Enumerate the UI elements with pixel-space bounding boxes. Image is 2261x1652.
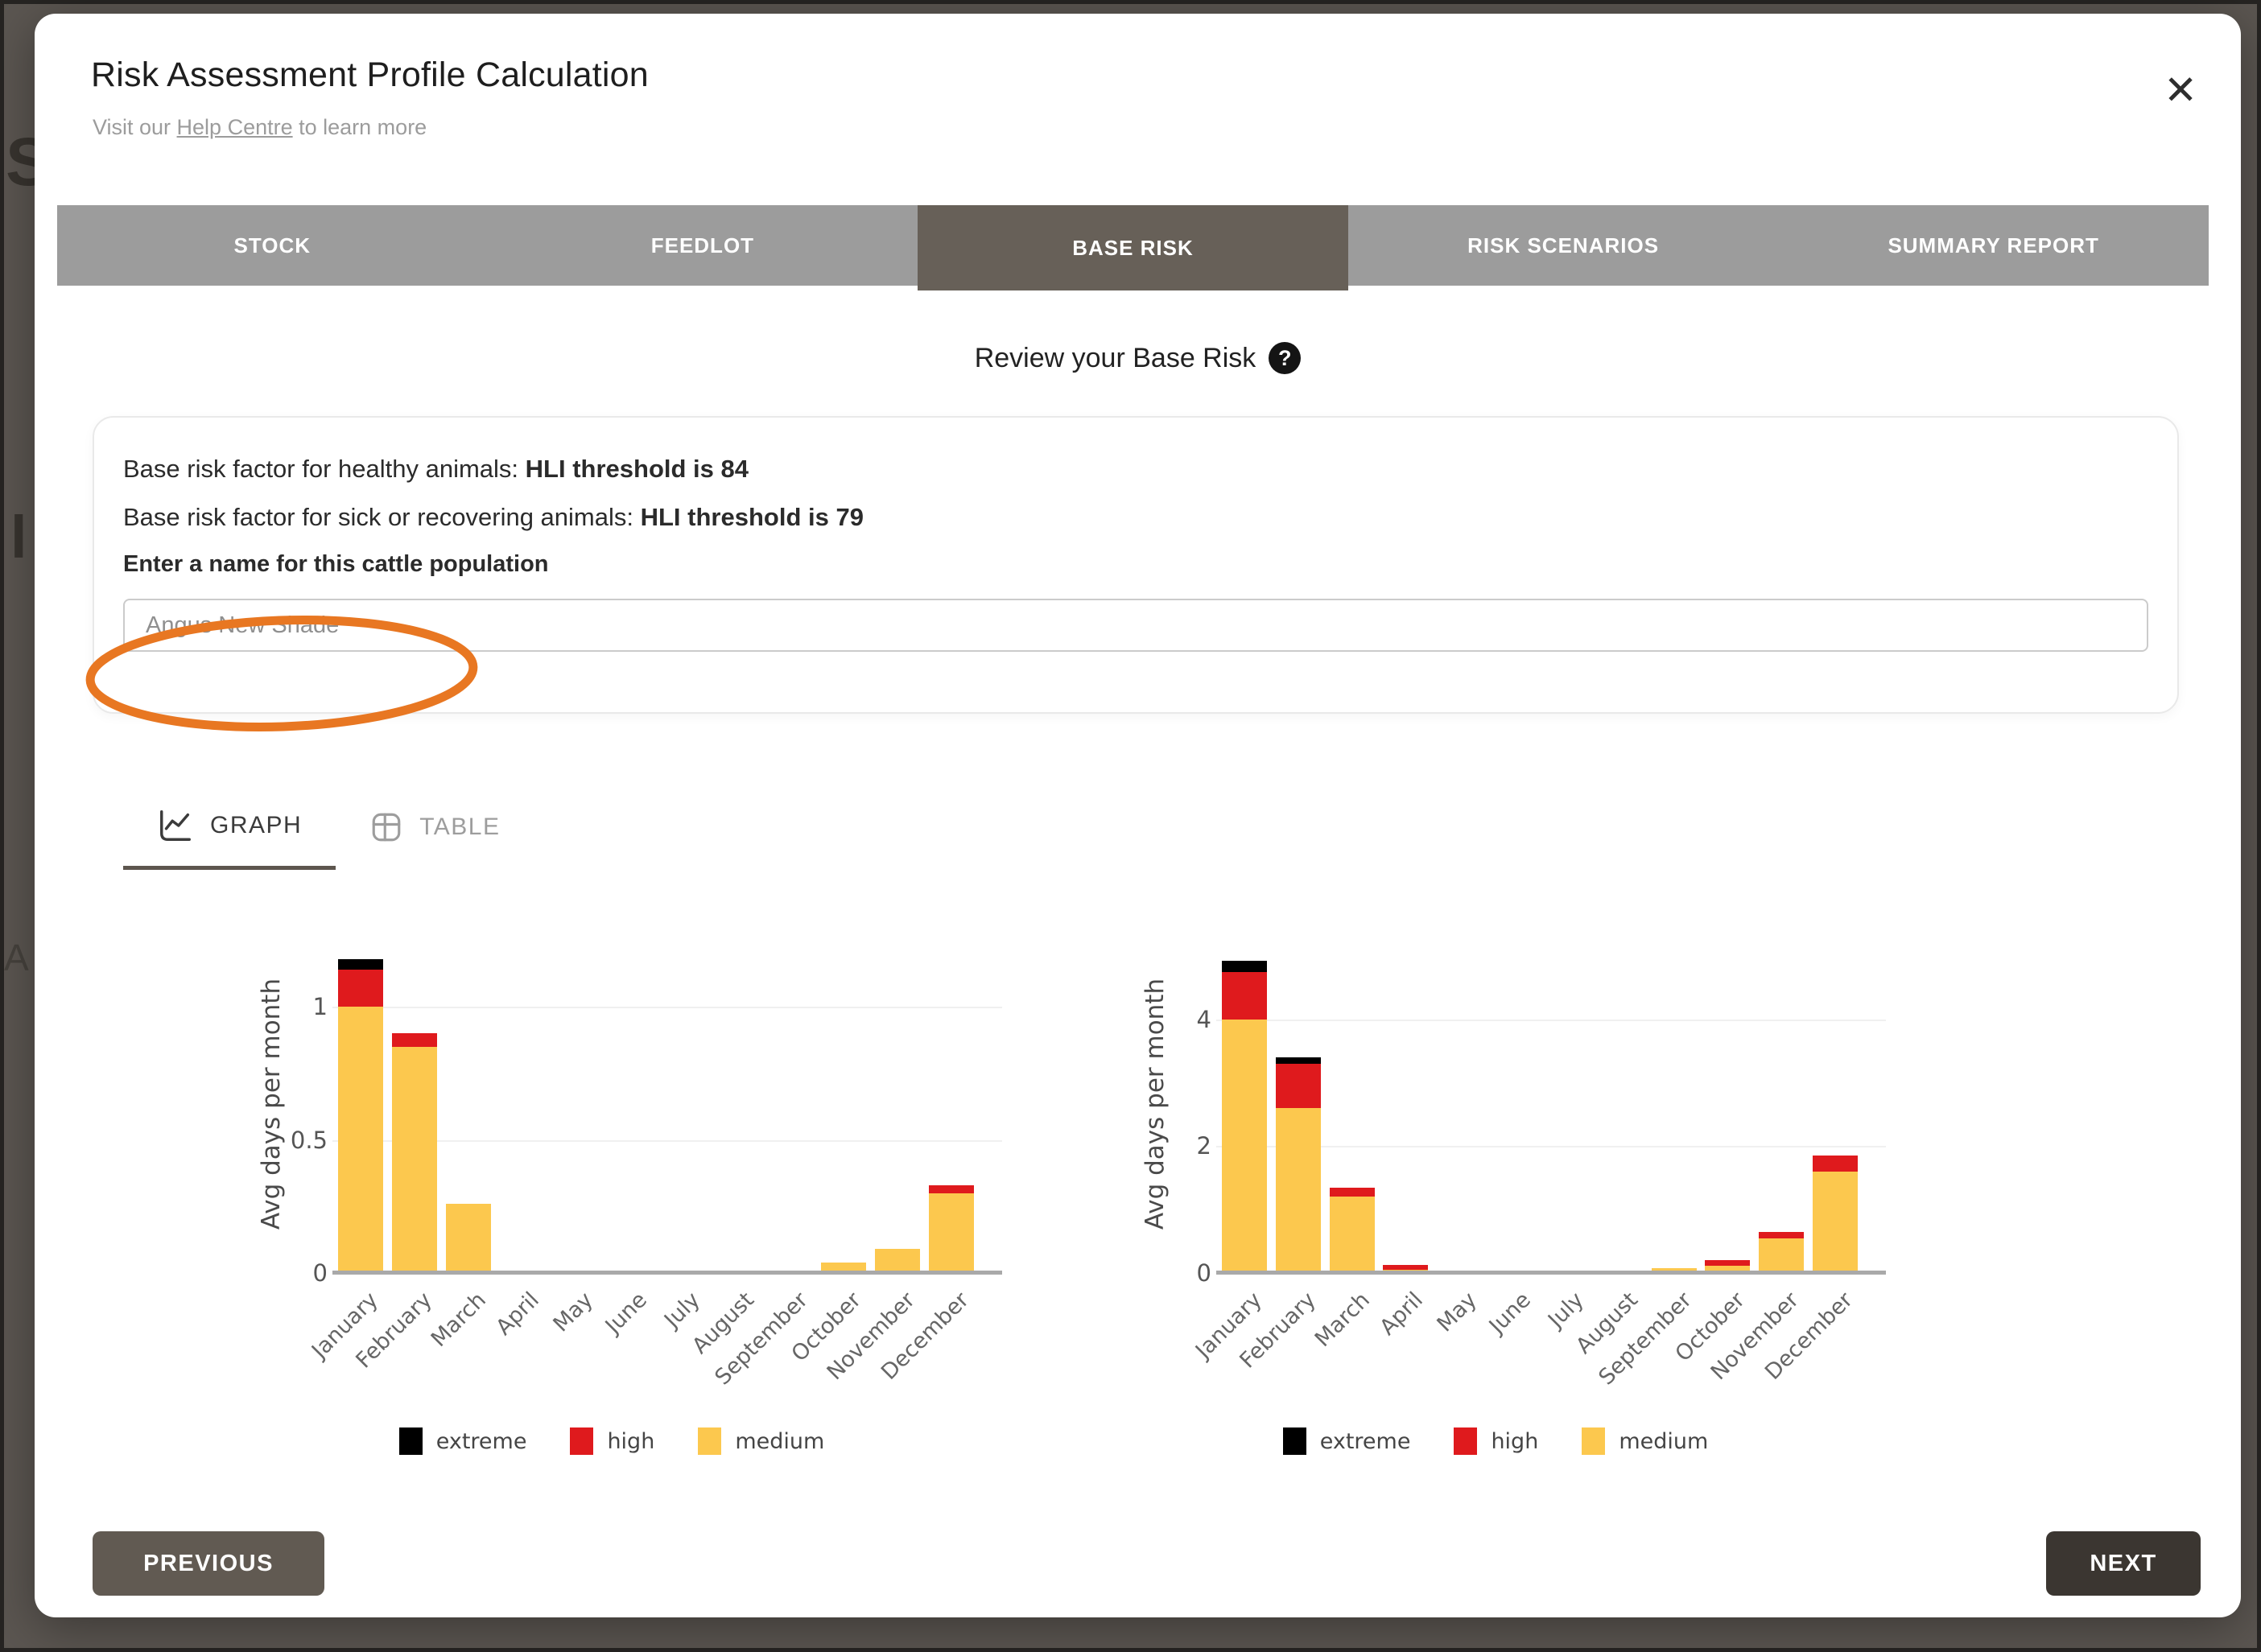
bar-segment-medium bbox=[392, 1046, 437, 1273]
tab-summary-report[interactable]: SUMMARY REPORT bbox=[1778, 205, 2209, 286]
table-tab-label: TABLE bbox=[419, 814, 501, 840]
bar-segment-high bbox=[1383, 1264, 1429, 1271]
legend-swatch-high bbox=[1454, 1427, 1478, 1455]
gridline bbox=[1216, 1019, 1886, 1021]
background-page-text: l bbox=[10, 504, 27, 571]
tab-stock[interactable]: STOCK bbox=[57, 205, 488, 286]
legend-item-extreme: extreme bbox=[1282, 1427, 1411, 1455]
bar-segment-medium bbox=[821, 1262, 867, 1273]
chart-sick-animals: Avg days per month 0 2 4 January February Marc… bbox=[1129, 935, 1886, 1506]
bar-segment-extreme bbox=[338, 958, 384, 970]
healthy-threshold: HLI threshold is 84 bbox=[525, 455, 749, 483]
y-tick-label: 4 bbox=[1196, 1005, 1211, 1033]
chart-healthy-animals: Avg days per month 0 0.5 1 January February Ma… bbox=[245, 935, 1002, 1506]
table-icon bbox=[372, 813, 401, 842]
modal-title: Risk Assessment Profile Calculation bbox=[91, 56, 649, 94]
tab-table[interactable]: TABLE bbox=[336, 785, 534, 870]
tab-risk-scenarios[interactable]: RISK SCENARIOS bbox=[1347, 205, 1779, 286]
bar-segment-high bbox=[1812, 1156, 1858, 1172]
chart-legend: extreme high medium bbox=[1129, 1427, 1862, 1455]
y-tick-label: 0 bbox=[1196, 1259, 1211, 1287]
tab-feedlot[interactable]: FEEDLOT bbox=[487, 205, 918, 286]
tab-graph[interactable]: GRAPH bbox=[123, 785, 336, 870]
population-name-input[interactable] bbox=[123, 599, 2148, 652]
base-risk-card: Base risk factor for healthy animals: HL… bbox=[93, 416, 2179, 714]
plot-area bbox=[332, 935, 1002, 1275]
legend-label: medium bbox=[1619, 1428, 1709, 1454]
next-button[interactable]: NEXT bbox=[2046, 1531, 2201, 1596]
legend-label: extreme bbox=[1319, 1428, 1411, 1454]
bar-segment-medium bbox=[445, 1204, 491, 1273]
bar-segment-high bbox=[1705, 1260, 1751, 1266]
bar-segment-high bbox=[1329, 1187, 1375, 1197]
bar-segment-high bbox=[928, 1184, 974, 1193]
bar-segment-medium bbox=[875, 1249, 920, 1273]
gridline bbox=[332, 1139, 1002, 1142]
bar-segment-high bbox=[1759, 1231, 1804, 1238]
legend-item-high: high bbox=[570, 1427, 654, 1455]
bar-segment-medium bbox=[1329, 1197, 1375, 1273]
legend-swatch-medium bbox=[698, 1427, 722, 1455]
bar-segment-high bbox=[1222, 971, 1268, 1020]
modal-subtitle: Visit our Help Centre to learn more bbox=[93, 115, 427, 140]
y-tick-label: 1 bbox=[312, 993, 328, 1021]
bar-segment-high bbox=[338, 970, 384, 1007]
bar-segment-high bbox=[1276, 1063, 1321, 1109]
y-axis-label: Avg days per month bbox=[257, 978, 286, 1230]
wizard-tabbar: STOCK FEEDLOT BASE RISK RISK SCENARIOS S… bbox=[57, 205, 2209, 290]
population-name-label: Enter a name for this cattle population bbox=[123, 551, 549, 577]
chart-legend: extreme high medium bbox=[245, 1427, 978, 1455]
legend-swatch-extreme bbox=[398, 1427, 423, 1455]
section-heading: Review your Base Risk bbox=[974, 342, 1256, 373]
graph-tab-label: GRAPH bbox=[210, 811, 303, 838]
help-icon[interactable]: ? bbox=[1269, 342, 1302, 374]
tab-base-risk[interactable]: BASE RISK bbox=[918, 205, 1348, 290]
y-tick-label: 2 bbox=[1196, 1132, 1211, 1160]
close-icon[interactable]: ✕ bbox=[2164, 68, 2197, 113]
bar-segment-medium bbox=[1276, 1108, 1321, 1273]
y-tick-label: 0.5 bbox=[290, 1126, 328, 1154]
legend-item-high: high bbox=[1454, 1427, 1538, 1455]
bar-segment-medium bbox=[1222, 1019, 1268, 1273]
bar-segment-medium bbox=[928, 1193, 974, 1273]
gridline bbox=[332, 1007, 1002, 1009]
help-centre-link[interactable]: Help Centre bbox=[176, 115, 293, 139]
bar-segment-medium bbox=[1759, 1238, 1804, 1273]
previous-button[interactable]: PREVIOUS bbox=[93, 1531, 324, 1596]
bar-segment-extreme bbox=[1276, 1057, 1321, 1064]
subtitle-prefix: Visit our bbox=[93, 115, 177, 139]
legend-swatch-extreme bbox=[1282, 1427, 1306, 1455]
line-chart-icon bbox=[160, 810, 191, 841]
healthy-risk-line: Base risk factor for healthy animals: HL… bbox=[123, 455, 749, 483]
legend-item-extreme: extreme bbox=[398, 1427, 527, 1455]
legend-label: high bbox=[1491, 1428, 1539, 1454]
legend-swatch-high bbox=[570, 1427, 594, 1455]
gridline bbox=[1216, 1146, 1886, 1148]
sick-threshold: HLI threshold is 79 bbox=[640, 503, 864, 531]
background-page-text: A bbox=[4, 937, 29, 978]
bar-segment-medium bbox=[1705, 1265, 1751, 1273]
sick-risk-line: Base risk factor for sick or recovering … bbox=[123, 503, 864, 531]
y-tick-label: 0 bbox=[312, 1259, 328, 1287]
legend-item-medium: medium bbox=[698, 1427, 824, 1455]
x-axis-line bbox=[332, 1271, 1002, 1275]
bar-segment-medium bbox=[338, 1007, 384, 1273]
bar-segment-high bbox=[392, 1033, 437, 1047]
bar-segment-extreme bbox=[1222, 961, 1268, 972]
plot-area bbox=[1216, 935, 1886, 1275]
legend-label: medium bbox=[735, 1428, 825, 1454]
legend-swatch-medium bbox=[1582, 1427, 1606, 1455]
y-axis-label: Avg days per month bbox=[1141, 978, 1170, 1230]
x-axis-line bbox=[1216, 1271, 1886, 1275]
legend-label: extreme bbox=[435, 1428, 527, 1454]
bar-segment-medium bbox=[1812, 1171, 1858, 1273]
risk-assessment-modal: Risk Assessment Profile Calculation Visi… bbox=[35, 14, 2241, 1617]
subtitle-suffix: to learn more bbox=[292, 115, 427, 139]
legend-item-medium: medium bbox=[1582, 1427, 1708, 1455]
legend-label: high bbox=[607, 1428, 655, 1454]
chart-view-tabs: GRAPH TABLE bbox=[123, 785, 534, 870]
